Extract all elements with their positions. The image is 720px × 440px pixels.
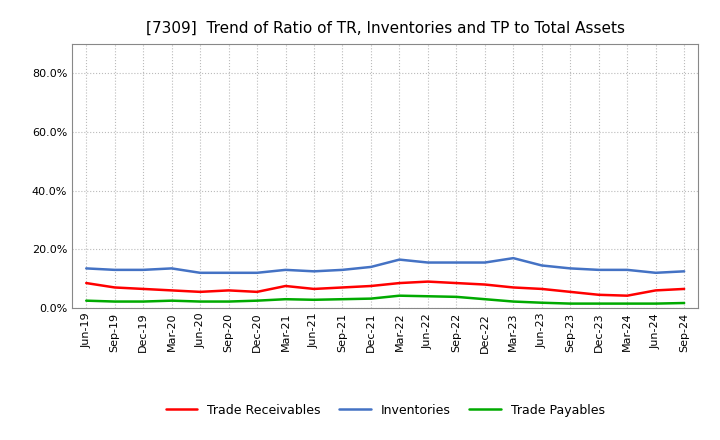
- Inventories: [509, 256, 518, 261]
- Trade Receivables: [652, 288, 660, 293]
- Trade Payables: [423, 293, 432, 299]
- Trade Receivables: [167, 288, 176, 293]
- Trade Payables: [566, 301, 575, 306]
- Inventories: [139, 267, 148, 272]
- Trade Payables: [338, 297, 347, 302]
- Inventories: [253, 270, 261, 275]
- Trade Receivables: [139, 286, 148, 292]
- Trade Payables: [452, 294, 461, 300]
- Inventories: [623, 267, 631, 272]
- Trade Receivables: [566, 289, 575, 294]
- Trade Receivables: [509, 285, 518, 290]
- Inventories: [282, 267, 290, 272]
- Title: [7309]  Trend of Ratio of TR, Inventories and TP to Total Assets: [7309] Trend of Ratio of TR, Inventories…: [145, 21, 625, 36]
- Inventories: [110, 267, 119, 272]
- Inventories: [82, 266, 91, 271]
- Trade Receivables: [395, 280, 404, 286]
- Trade Payables: [509, 299, 518, 304]
- Trade Payables: [652, 301, 660, 306]
- Trade Receivables: [680, 286, 688, 292]
- Trade Receivables: [537, 286, 546, 292]
- Trade Payables: [680, 301, 688, 306]
- Trade Payables: [282, 297, 290, 302]
- Inventories: [395, 257, 404, 262]
- Trade Receivables: [225, 288, 233, 293]
- Trade Payables: [82, 298, 91, 303]
- Trade Receivables: [282, 283, 290, 289]
- Inventories: [167, 266, 176, 271]
- Trade Payables: [595, 301, 603, 306]
- Trade Receivables: [452, 280, 461, 286]
- Trade Payables: [537, 300, 546, 305]
- Trade Receivables: [253, 289, 261, 294]
- Trade Payables: [110, 299, 119, 304]
- Trade Payables: [395, 293, 404, 298]
- Trade Payables: [253, 298, 261, 303]
- Trade Payables: [167, 298, 176, 303]
- Trade Receivables: [196, 289, 204, 294]
- Inventories: [480, 260, 489, 265]
- Trade Receivables: [595, 292, 603, 297]
- Inventories: [338, 267, 347, 272]
- Trade Receivables: [82, 280, 91, 286]
- Trade Receivables: [338, 285, 347, 290]
- Line: Trade Receivables: Trade Receivables: [86, 282, 684, 296]
- Line: Trade Payables: Trade Payables: [86, 296, 684, 304]
- Inventories: [423, 260, 432, 265]
- Trade Payables: [366, 296, 375, 301]
- Line: Inventories: Inventories: [86, 258, 684, 273]
- Trade Receivables: [366, 283, 375, 289]
- Legend: Trade Receivables, Inventories, Trade Payables: Trade Receivables, Inventories, Trade Pa…: [161, 399, 610, 422]
- Inventories: [537, 263, 546, 268]
- Trade Receivables: [310, 286, 318, 292]
- Trade Receivables: [623, 293, 631, 298]
- Trade Payables: [225, 299, 233, 304]
- Inventories: [595, 267, 603, 272]
- Trade Receivables: [423, 279, 432, 284]
- Inventories: [652, 270, 660, 275]
- Inventories: [310, 269, 318, 274]
- Trade Payables: [480, 297, 489, 302]
- Inventories: [680, 269, 688, 274]
- Inventories: [196, 270, 204, 275]
- Trade Payables: [623, 301, 631, 306]
- Trade Receivables: [110, 285, 119, 290]
- Trade Receivables: [480, 282, 489, 287]
- Trade Payables: [139, 299, 148, 304]
- Inventories: [452, 260, 461, 265]
- Inventories: [366, 264, 375, 270]
- Trade Payables: [310, 297, 318, 302]
- Inventories: [225, 270, 233, 275]
- Trade Payables: [196, 299, 204, 304]
- Inventories: [566, 266, 575, 271]
